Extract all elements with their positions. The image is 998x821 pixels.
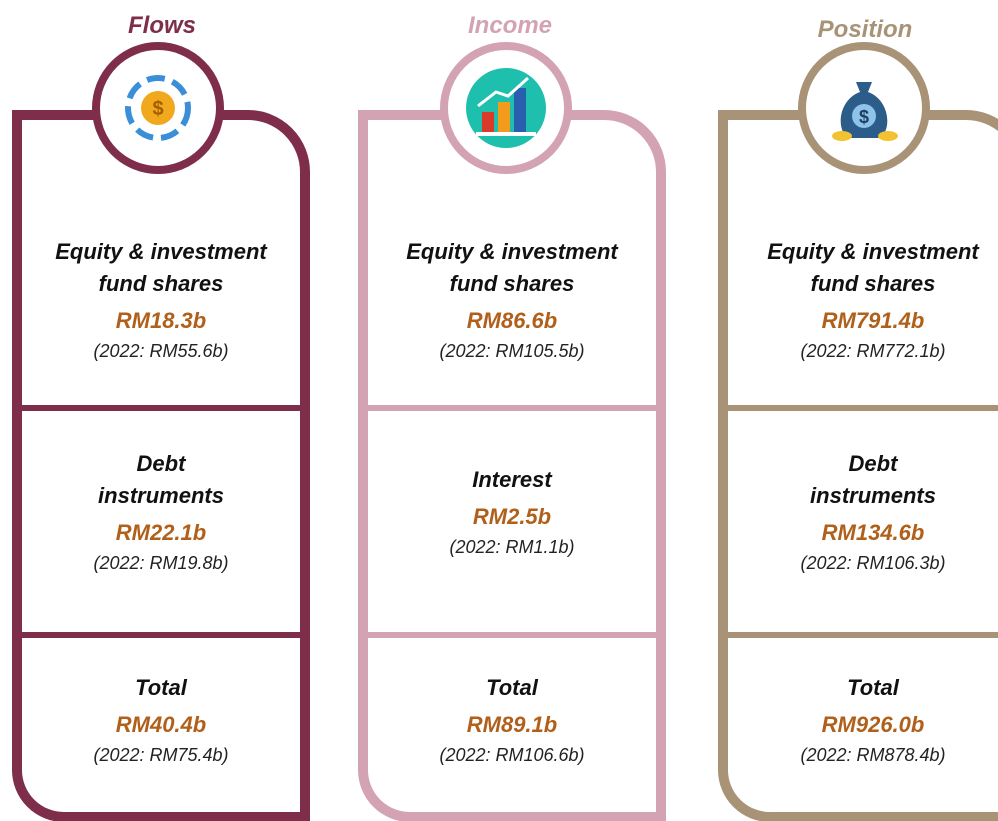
divider — [368, 632, 656, 638]
section-previous: (2022: RM105.5b) — [439, 338, 584, 364]
column-title: Income — [410, 12, 610, 40]
section-value: RM86.6b — [467, 304, 557, 338]
section-value: RM40.4b — [116, 708, 206, 742]
section-label: Debt — [137, 448, 186, 480]
section: Interest RM2.5b(2022: RM1.1b) — [368, 412, 656, 612]
section-previous: (2022: RM75.4b) — [93, 742, 228, 768]
section-previous: (2022: RM55.6b) — [93, 338, 228, 364]
section-label: fund shares — [450, 268, 575, 300]
money-bag-icon: $ — [824, 68, 904, 148]
section-label: Total — [135, 672, 187, 704]
section-previous: (2022: RM1.1b) — [449, 534, 574, 560]
svg-text:$: $ — [152, 98, 163, 120]
section-value: RM18.3b — [116, 304, 206, 338]
svg-text:$: $ — [859, 107, 869, 127]
section: Total RM926.0b(2022: RM878.4b) — [728, 640, 998, 800]
column-title: Position — [765, 16, 965, 44]
section-label: instruments — [98, 480, 224, 512]
position-icon: $ — [798, 42, 930, 174]
section-value: RM2.5b — [473, 500, 551, 534]
section-previous: (2022: RM19.8b) — [93, 550, 228, 576]
divider — [22, 405, 300, 411]
section: Total RM40.4b(2022: RM75.4b) — [22, 640, 300, 800]
section-label: fund shares — [811, 268, 936, 300]
section-label: fund shares — [99, 268, 224, 300]
section-label: Equity & investment — [55, 236, 266, 268]
divider — [728, 632, 998, 638]
section-label: Debt — [849, 448, 898, 480]
section-previous: (2022: RM878.4b) — [800, 742, 945, 768]
section-previous: (2022: RM772.1b) — [800, 338, 945, 364]
section-value: RM134.6b — [822, 516, 925, 550]
section-label: Equity & investment — [406, 236, 617, 268]
section-label: instruments — [810, 480, 936, 512]
flows-icon: $ — [92, 42, 224, 174]
section-value: RM89.1b — [467, 708, 557, 742]
chart-icon — [466, 68, 546, 148]
section-value: RM791.4b — [822, 304, 925, 338]
section-label: Total — [847, 672, 899, 704]
column-title: Flows — [62, 12, 262, 40]
divider — [728, 405, 998, 411]
divider — [22, 632, 300, 638]
section-value: RM926.0b — [822, 708, 925, 742]
section-label: Interest — [472, 464, 551, 496]
divider — [368, 405, 656, 411]
infographic: FlowsEquity & investmentfund sharesRM18.… — [0, 0, 998, 821]
section: Total RM89.1b(2022: RM106.6b) — [368, 640, 656, 800]
section-label: Total — [486, 672, 538, 704]
section-value: RM22.1b — [116, 516, 206, 550]
section-previous: (2022: RM106.3b) — [800, 550, 945, 576]
section-label: Equity & investment — [767, 236, 978, 268]
section-previous: (2022: RM106.6b) — [439, 742, 584, 768]
income-icon — [440, 42, 572, 174]
cycle-icon: $ — [118, 68, 198, 148]
